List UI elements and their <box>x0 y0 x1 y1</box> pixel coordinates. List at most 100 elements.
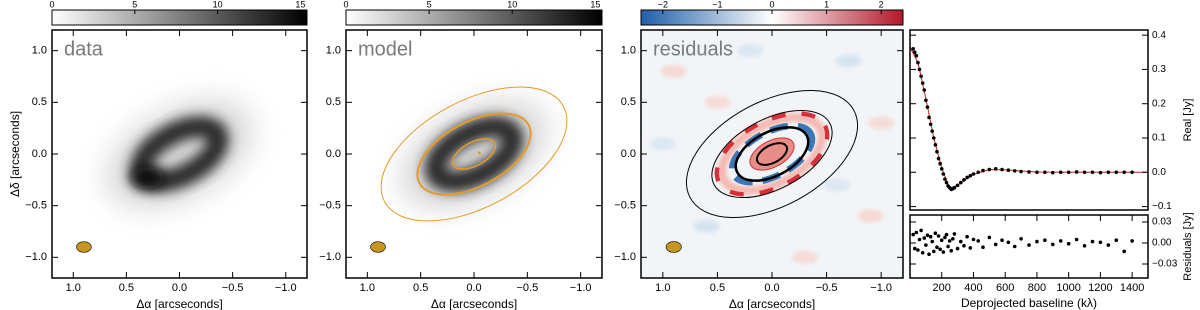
residual-ring <box>717 113 827 195</box>
data-point <box>958 180 963 185</box>
data-point <box>976 170 981 175</box>
data-point <box>912 50 917 55</box>
data-point <box>971 237 976 242</box>
y-tick-label: 0.1 <box>1152 133 1166 144</box>
colorbar-tick-label: 10 <box>213 0 223 9</box>
y-tick-label: −0.5 <box>25 200 47 212</box>
y-tick-label: 1.0 <box>326 45 341 57</box>
data-point <box>927 115 931 120</box>
x-tick-label: 1400 <box>1120 282 1144 294</box>
residual-blob <box>857 209 884 223</box>
data-point <box>1074 170 1079 174</box>
residual-blob <box>791 250 818 264</box>
beam <box>665 241 682 253</box>
data-point <box>916 248 920 252</box>
data-point <box>943 235 947 240</box>
x-tick-label: 800 <box>1028 282 1046 294</box>
data-point <box>1027 243 1031 247</box>
data-point <box>941 172 946 176</box>
data-point <box>971 172 976 176</box>
contour <box>451 138 497 170</box>
frame <box>640 29 904 279</box>
data-point <box>941 250 946 254</box>
data-point <box>962 244 966 248</box>
data-point <box>932 136 936 140</box>
panel-label: data <box>64 38 104 60</box>
y-tick-label: 0.5 <box>32 96 47 108</box>
data-point <box>943 177 947 181</box>
residual-blob <box>704 95 731 109</box>
y-tick-label: 0.5 <box>621 96 636 108</box>
data-point <box>1043 238 1047 242</box>
data-point <box>1035 170 1039 175</box>
residual-blob <box>868 116 895 130</box>
data-point <box>1066 241 1071 246</box>
data-point <box>935 245 939 249</box>
data-point <box>1043 170 1047 175</box>
y-tick-label: 0.0 <box>621 148 636 160</box>
data-point <box>1122 249 1126 254</box>
data-point <box>919 74 923 79</box>
residual-blob <box>737 44 764 58</box>
data-point <box>968 246 973 250</box>
residual-blob <box>660 64 687 78</box>
data-point <box>1012 244 1017 249</box>
x-tick-label: −1.0 <box>570 282 592 294</box>
contour <box>685 89 859 219</box>
data-point <box>912 246 917 251</box>
data-point <box>1051 170 1055 175</box>
data-point <box>1106 243 1111 247</box>
data-point <box>935 149 939 154</box>
data-point <box>965 175 969 180</box>
data-point <box>911 232 915 237</box>
data-point <box>1114 170 1119 175</box>
data-point <box>932 249 936 254</box>
y-tick-label: −0.5 <box>614 200 636 212</box>
x-tick-label: 0.5 <box>710 282 725 294</box>
y-tick-label: 0.00 <box>1152 238 1172 249</box>
y-tick-label: 0.0 <box>326 148 341 160</box>
frame <box>345 29 603 279</box>
data-point <box>1000 167 1004 172</box>
x-tick-label: 1.0 <box>66 282 81 294</box>
y-tick-label: 0.0 <box>32 148 47 160</box>
x-axis-label: Δα [arcseconds] <box>729 297 815 310</box>
panel-label: residuals <box>653 38 733 60</box>
data-point <box>928 122 933 127</box>
colorbar-tick-label: 0 <box>769 0 774 9</box>
x-tick-label: 1.0 <box>655 282 670 294</box>
data-point <box>933 231 938 235</box>
colorbar-tick-label: 15 <box>590 0 600 9</box>
data-point <box>944 180 949 185</box>
data-point <box>968 173 973 178</box>
x-tick-label: −0.5 <box>516 282 538 294</box>
y-tick-label: 0.4 <box>1152 30 1166 41</box>
emission-halo <box>400 99 548 209</box>
x-axis-label: Δα [arcseconds] <box>136 297 222 310</box>
data-point <box>1019 169 1023 174</box>
residual-ring <box>749 137 795 171</box>
data-point <box>925 105 930 109</box>
data-point <box>951 237 955 241</box>
data-point <box>958 239 963 244</box>
data-point <box>933 143 938 147</box>
y-axis-label: Residuals [Jy] <box>1182 212 1194 280</box>
data-point <box>965 234 969 239</box>
y-axis-label: Real [Jy] <box>1182 99 1194 142</box>
y-tick-label: 0.5 <box>326 96 341 108</box>
residual-ring <box>728 122 816 186</box>
x-tick-label: 1000 <box>1056 282 1080 294</box>
data-point <box>1000 238 1004 242</box>
panel-label: model <box>358 38 412 60</box>
emission-ring <box>424 115 524 193</box>
residual-blob <box>835 54 862 68</box>
frame <box>909 214 1149 279</box>
data-point <box>930 239 935 244</box>
data-point <box>944 232 949 237</box>
colorbar-tick-label: 15 <box>295 0 305 9</box>
data-point <box>920 81 925 85</box>
x-tick-label: 200 <box>933 282 951 294</box>
data-point <box>1082 244 1087 248</box>
data-point <box>922 236 927 240</box>
colorbar-tick-label: 5 <box>427 0 432 9</box>
